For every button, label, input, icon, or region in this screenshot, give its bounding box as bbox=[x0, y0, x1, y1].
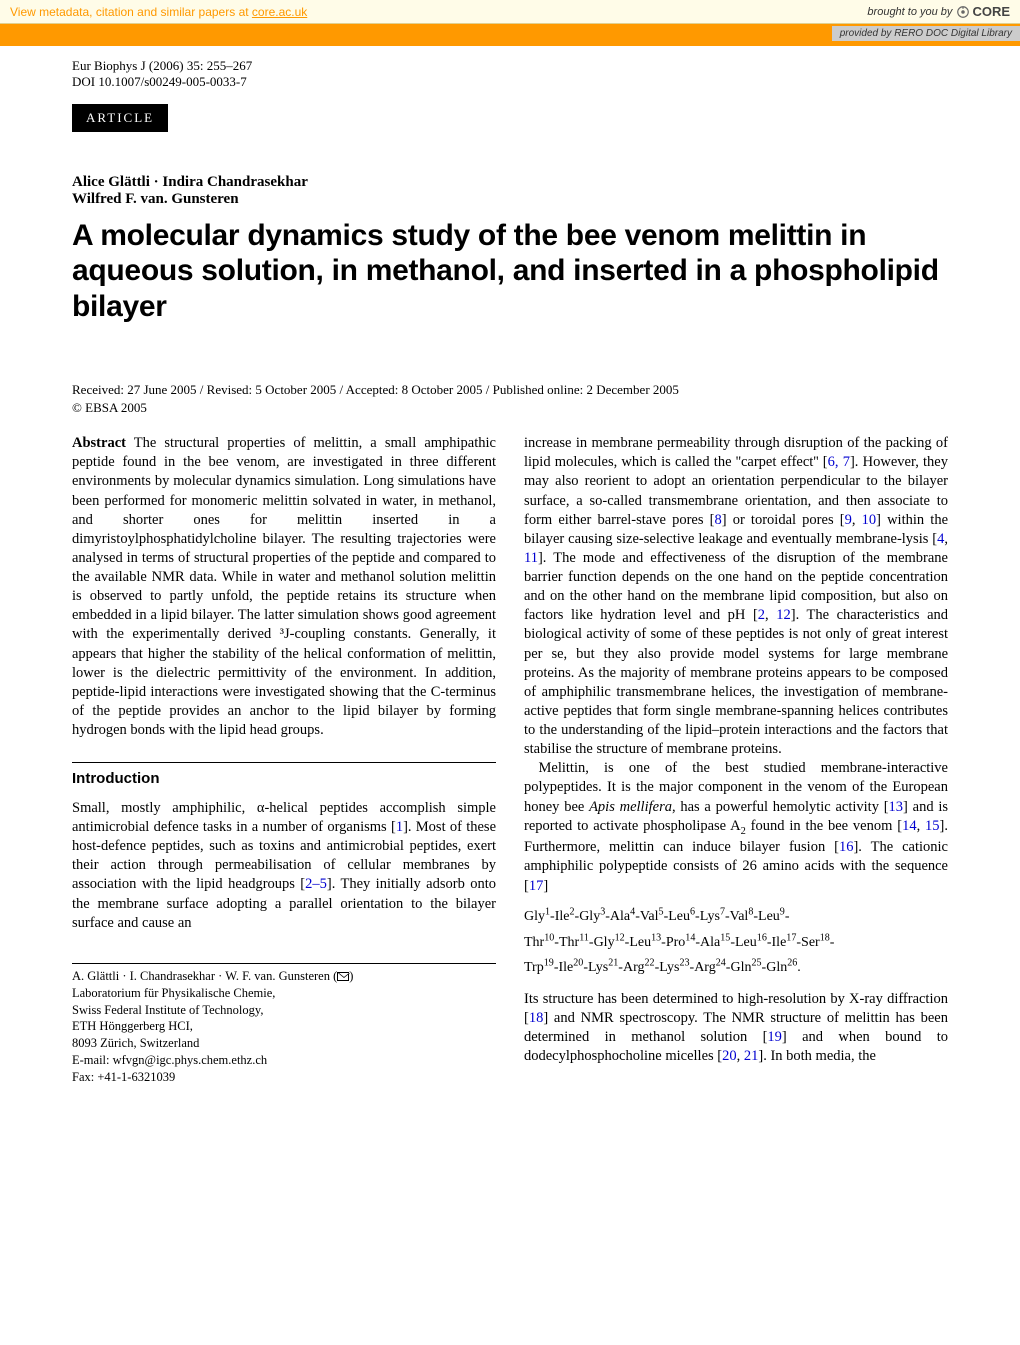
abstract-text: The structural properties of melittin, a… bbox=[72, 435, 496, 738]
ref-12[interactable]: 12 bbox=[776, 607, 791, 623]
authors: Alice Glättli · Indira Chandrasekhar Wil… bbox=[72, 174, 948, 208]
brought-by: brought to you by CORE bbox=[867, 4, 1010, 19]
correspondence-block: A. Glättli · I. Chandrasekhar · W. F. va… bbox=[72, 968, 496, 1086]
introduction-heading: Introduction bbox=[72, 769, 496, 789]
article-title: A molecular dynamics study of the bee ve… bbox=[72, 218, 948, 324]
authors-line-2: Wilfred F. van. Gunsteren bbox=[72, 191, 239, 207]
article-page: Eur Biophys J (2006) 35: 255–267 DOI 10.… bbox=[0, 46, 1020, 1126]
ref-20[interactable]: 20 bbox=[722, 1048, 737, 1064]
col2-paragraph-3: Its structure has been determined to hig… bbox=[524, 990, 948, 1067]
ref-13[interactable]: 13 bbox=[889, 799, 904, 815]
correspondence-rule bbox=[72, 963, 496, 964]
core-icon bbox=[956, 5, 970, 19]
col2-paragraph-1: increase in membrane permeability throug… bbox=[524, 434, 948, 759]
left-column: Abstract The structural properties of me… bbox=[72, 434, 496, 1086]
ref-18[interactable]: 18 bbox=[529, 1010, 544, 1026]
core-link[interactable]: core.ac.uk bbox=[252, 5, 307, 19]
ref-15[interactable]: 15 bbox=[925, 818, 940, 834]
two-column-body: Abstract The structural properties of me… bbox=[72, 434, 948, 1086]
species-name: Apis mellifera bbox=[589, 799, 672, 815]
section-rule bbox=[72, 762, 496, 763]
ref-11[interactable]: 11 bbox=[524, 550, 538, 566]
abstract-paragraph: Abstract The structural properties of me… bbox=[72, 434, 496, 740]
copyright: © EBSA 2005 bbox=[72, 400, 948, 416]
ref-2[interactable]: 2 bbox=[758, 607, 765, 623]
envelope-icon bbox=[337, 972, 349, 981]
metadata-prefix: View metadata, citation and similar pape… bbox=[10, 5, 252, 19]
brought-by-text: brought to you by bbox=[867, 6, 952, 18]
article-dates: Received: 27 June 2005 / Revised: 5 Octo… bbox=[72, 382, 948, 398]
article-type-badge: ARTICLE bbox=[72, 104, 168, 132]
orange-band: provided by RERO DOC Digital Library bbox=[0, 24, 1020, 46]
ref-14[interactable]: 14 bbox=[902, 818, 917, 834]
ref-1[interactable]: 1 bbox=[396, 819, 403, 835]
doi: DOI 10.1007/s00249-005-0033-7 bbox=[72, 74, 948, 90]
ref-21[interactable]: 21 bbox=[744, 1048, 759, 1064]
sequence-line-3: Trp19-Ile20-Lys21-Arg22-Lys23-Arg24-Gln2… bbox=[524, 960, 801, 975]
ref-6-7[interactable]: 6, 7 bbox=[828, 454, 850, 470]
sequence-line-1: Gly1-Ile2-Gly3-Ala4-Val5-Leu6-Lys7-Val8-… bbox=[524, 909, 790, 924]
abstract-label: Abstract bbox=[72, 435, 126, 451]
core-logo[interactable]: CORE bbox=[956, 4, 1010, 19]
sequence-block: Gly1-Ile2-Gly3-Ala4-Val5-Leu6-Lys7-Val8-… bbox=[524, 904, 948, 980]
authors-line-1: Alice Glättli · Indira Chandrasekhar bbox=[72, 174, 308, 190]
ref-17[interactable]: 17 bbox=[529, 878, 544, 894]
sequence-line-2: Thr10-Thr11-Gly12-Leu13-Pro14-Ala15-Leu1… bbox=[524, 935, 834, 950]
metadata-link-wrap: View metadata, citation and similar pape… bbox=[10, 5, 307, 19]
ref-16[interactable]: 16 bbox=[839, 839, 854, 855]
ref-10[interactable]: 10 bbox=[862, 512, 877, 528]
core-label: CORE bbox=[972, 4, 1010, 19]
col2-paragraph-2: Melittin, is one of the best studied mem… bbox=[524, 759, 948, 895]
journal-citation: Eur Biophys J (2006) 35: 255–267 bbox=[72, 58, 948, 74]
ref-8[interactable]: 8 bbox=[714, 512, 721, 528]
ref-19[interactable]: 19 bbox=[767, 1029, 782, 1045]
intro-paragraph-1: Small, mostly amphiphilic, α-helical pep… bbox=[72, 799, 496, 933]
provided-by-tag[interactable]: provided by RERO DOC Digital Library bbox=[832, 26, 1020, 41]
ref-2-5[interactable]: 2–5 bbox=[305, 876, 327, 892]
repository-top-bar: View metadata, citation and similar pape… bbox=[0, 0, 1020, 24]
right-column: increase in membrane permeability throug… bbox=[524, 434, 948, 1086]
ref-9[interactable]: 9 bbox=[845, 512, 852, 528]
